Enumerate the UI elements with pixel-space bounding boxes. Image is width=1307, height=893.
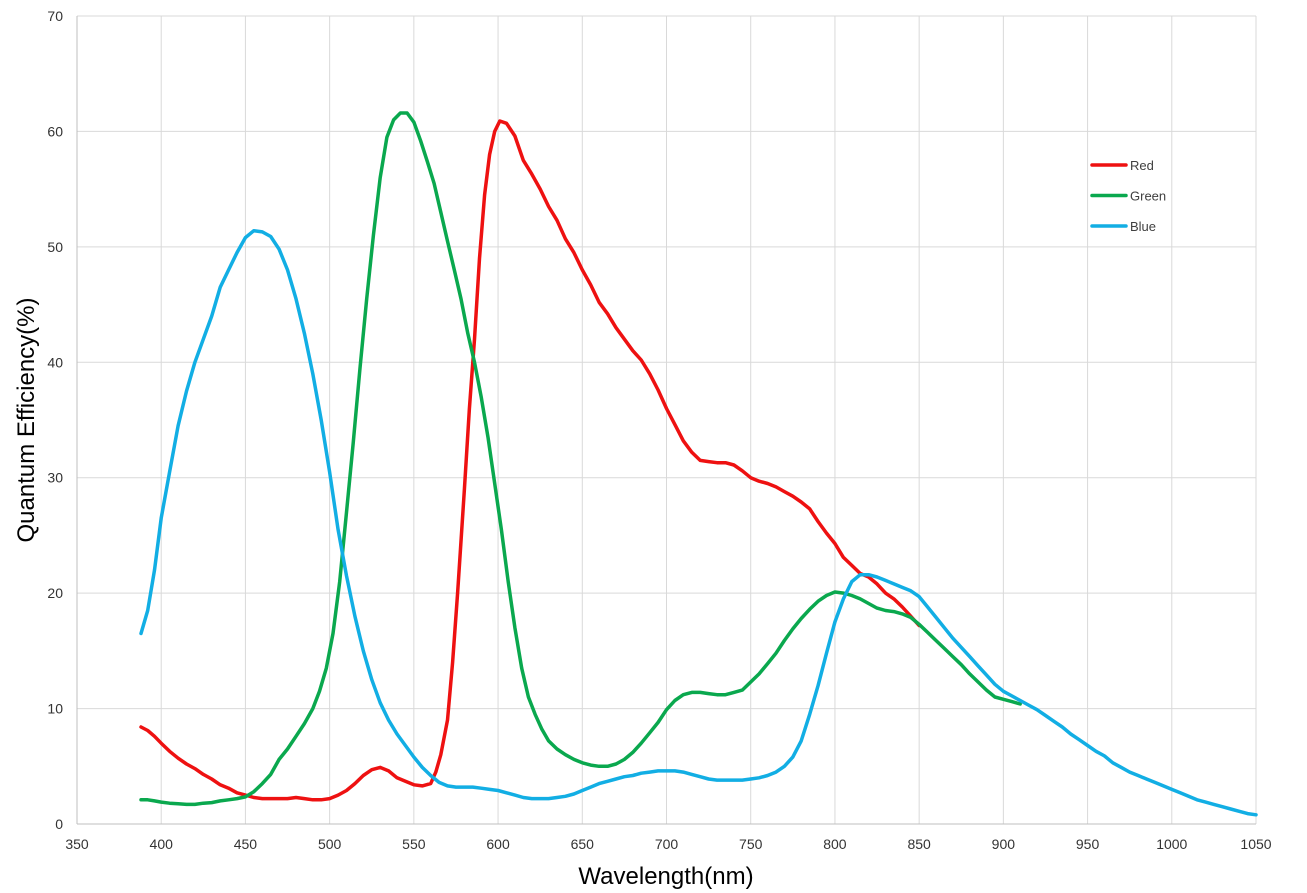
series-line-red bbox=[139, 119, 921, 802]
grid-lines bbox=[77, 15, 1257, 824]
x-tick-label: 400 bbox=[150, 836, 174, 852]
y-tick-label: 70 bbox=[47, 8, 63, 24]
legend-label-blue: Blue bbox=[1130, 219, 1156, 234]
x-tick-label: 700 bbox=[655, 836, 679, 852]
series-line-blue bbox=[139, 228, 1258, 817]
x-tick-label: 500 bbox=[318, 836, 342, 852]
y-axis-title: Quantum Efficiency(%) bbox=[13, 298, 40, 543]
legend-label-green: Green bbox=[1130, 189, 1166, 204]
x-tick-label: 750 bbox=[739, 836, 763, 852]
x-axis-title: Wavelength(nm) bbox=[578, 863, 753, 890]
x-tick-label: 950 bbox=[1076, 836, 1100, 852]
x-tick-label: 350 bbox=[65, 836, 89, 852]
y-tick-label: 10 bbox=[47, 701, 63, 717]
axes bbox=[76, 16, 1256, 825]
tick-labels: 0 10 20 30 40 50 60 70 350 400 450 500 550 600 650 700 7… bbox=[47, 8, 1271, 852]
x-tick-label: 800 bbox=[823, 836, 847, 852]
legend: Red Green Blue bbox=[1090, 158, 1166, 234]
x-tick-label: 600 bbox=[486, 836, 510, 852]
x-tick-label: 650 bbox=[571, 836, 595, 852]
y-tick-label: 30 bbox=[47, 470, 63, 486]
x-tick-label: 450 bbox=[234, 836, 258, 852]
y-tick-label: 20 bbox=[47, 585, 63, 601]
y-tick-label: 40 bbox=[47, 354, 63, 370]
series-lines bbox=[139, 111, 1258, 817]
y-tick-label: 50 bbox=[47, 239, 63, 255]
x-tick-label: 550 bbox=[402, 836, 426, 852]
series-line-green bbox=[139, 111, 1022, 807]
y-tick-label: 0 bbox=[55, 816, 63, 832]
x-tick-label: 1050 bbox=[1240, 836, 1271, 852]
x-tick-label: 900 bbox=[992, 836, 1016, 852]
y-tick-label: 60 bbox=[47, 123, 63, 139]
legend-label-red: Red bbox=[1130, 158, 1154, 173]
x-tick-label: 1000 bbox=[1156, 836, 1187, 852]
x-tick-label: 850 bbox=[907, 836, 931, 852]
